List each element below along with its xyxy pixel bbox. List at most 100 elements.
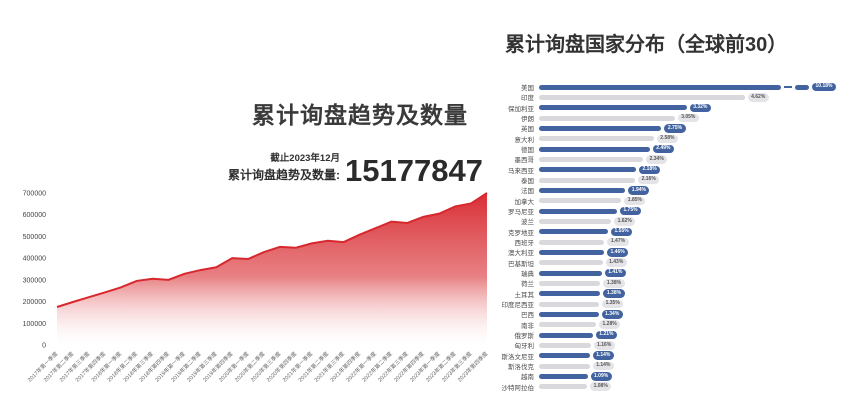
bar-row: 保加利亚 3.32%	[488, 103, 850, 113]
bar-row: 加拿大 1.85%	[488, 196, 850, 206]
bar	[539, 363, 590, 369]
bar-row: 斯洛伐克 1.14%	[488, 361, 850, 371]
value-badge: 1.41%	[604, 268, 626, 278]
country-label: 美国	[521, 85, 534, 93]
bar-row: 意大利 2.58%	[488, 134, 850, 144]
bar	[539, 373, 588, 379]
value-badge: 1.38%	[603, 289, 625, 298]
bar	[539, 322, 596, 328]
country-label: 克罗地亚	[508, 229, 534, 237]
value-badge: 1.43%	[605, 258, 627, 267]
bar	[539, 311, 599, 317]
value-badge: 2.34%	[646, 155, 668, 164]
value-badge: 1.08%	[590, 382, 612, 391]
bar-row: 泰国 2.16%	[488, 175, 850, 185]
bar-row: 斯洛文尼亚 1.14%	[488, 351, 850, 361]
bar-row: 南非 1.28%	[488, 320, 850, 330]
country-label: 波兰	[521, 219, 534, 227]
country-label: 瑞典	[521, 271, 534, 279]
value-badge: 3.32%	[689, 103, 711, 113]
value-badge: 1.85%	[624, 196, 646, 206]
bar-row: 匈牙利 1.16%	[488, 340, 850, 350]
country-label: 法国	[521, 188, 534, 196]
y-axis-tick: 400000	[23, 256, 46, 263]
value-badge: 1.47%	[607, 237, 629, 247]
bar	[539, 353, 590, 359]
bar-row: 美国 10.18%	[488, 82, 850, 92]
country-label: 荷兰	[521, 281, 534, 289]
country-label: 俄罗斯	[514, 333, 535, 341]
bar-row: 巴基斯坦 1.43%	[488, 258, 850, 268]
bar	[539, 208, 617, 214]
bar	[539, 260, 603, 266]
total-label: 累计询盘趋势及数量:	[228, 168, 340, 182]
bar-row: 俄罗斯 1.21%	[488, 330, 850, 340]
bar-row: 沙特阿拉伯 1.08%	[488, 382, 850, 392]
bar	[539, 136, 654, 142]
bar	[539, 198, 622, 204]
bar-row: 澳大利亚 1.46%	[488, 247, 850, 257]
trend-total-block: 截止2023年12月 累计询盘趋势及数量: 15177847	[228, 150, 483, 186]
bar	[539, 384, 588, 390]
total-value: 15177847	[345, 153, 483, 188]
value-badge: 2.58%	[656, 134, 678, 144]
country-label: 巴西	[521, 312, 534, 320]
country-label: 英国	[521, 126, 534, 134]
country-label: 越南	[521, 374, 534, 382]
value-badge: 1.14%	[592, 351, 614, 360]
bar	[539, 218, 612, 224]
bar	[539, 291, 601, 297]
country-bar-chart: 美国 10.18% 印度 4.62% 保加利亚 3.32% 伊朗 3.05% 英国 2.75% 意大…	[488, 82, 850, 392]
bar	[539, 239, 605, 245]
value-badge: 1.75%	[619, 206, 642, 216]
bar-row: 印度尼西亚 1.35%	[488, 299, 850, 309]
y-axis-tick: 300000	[23, 277, 46, 284]
trend-area	[57, 193, 487, 345]
value-badge: 1.14%	[592, 361, 614, 371]
country-label: 沙特阿拉伯	[501, 384, 535, 392]
bar-row: 印度 4.62%	[488, 92, 850, 102]
country-label: 伊朗	[521, 116, 534, 124]
value-badge: 1.21%	[595, 330, 617, 340]
value-badge: 1.34%	[601, 310, 623, 319]
value-badge: 4.62%	[747, 93, 769, 102]
y-axis-tick: 700000	[23, 191, 46, 198]
value-badge: 2.16%	[638, 175, 660, 185]
bar	[539, 115, 675, 121]
country-label: 印度尼西亚	[501, 302, 535, 310]
country-label: 保加利亚	[508, 105, 534, 113]
country-label: 印度	[521, 95, 534, 103]
bar	[539, 280, 601, 286]
as-of-label: 截止2023年12月	[270, 153, 340, 164]
bar-row: 马来西亚 2.18%	[488, 165, 850, 175]
bar-row: 罗马尼亚 1.75%	[488, 206, 850, 216]
trend-area-chart: 0 100000 200000 300000 400000 500000 600000 700…	[23, 191, 490, 384]
country-label: 匈牙利	[514, 343, 535, 351]
bar	[539, 229, 608, 235]
country-label: 土耳其	[514, 291, 535, 299]
country-label: 加拿大	[514, 198, 535, 206]
bar	[539, 125, 662, 131]
bar	[539, 187, 626, 193]
bar	[539, 146, 650, 152]
bar-row: 越南 1.09%	[488, 371, 850, 381]
y-axis-tick: 200000	[23, 299, 46, 306]
bar	[539, 94, 745, 100]
y-axis-tick: 500000	[23, 234, 46, 241]
value-badge: 1.46%	[607, 248, 629, 257]
bar-truncated-segment	[795, 84, 809, 90]
bar-break-icon	[784, 86, 792, 88]
y-axis-tick: 0	[42, 343, 46, 350]
value-badge: 1.62%	[614, 217, 636, 226]
value-badge: 1.16%	[593, 341, 615, 350]
y-axis-tick: 100000	[23, 321, 46, 328]
country-label: 澳大利亚	[508, 250, 534, 258]
bar-row: 德国 2.49%	[488, 144, 850, 154]
bar-row: 巴西 1.34%	[488, 309, 850, 319]
bar-row: 波兰 1.62%	[488, 216, 850, 226]
bar	[539, 177, 636, 183]
bar-row: 瑞典 1.41%	[488, 268, 850, 278]
value-badge: 1.35%	[602, 299, 624, 309]
country-label: 德国	[521, 147, 534, 155]
